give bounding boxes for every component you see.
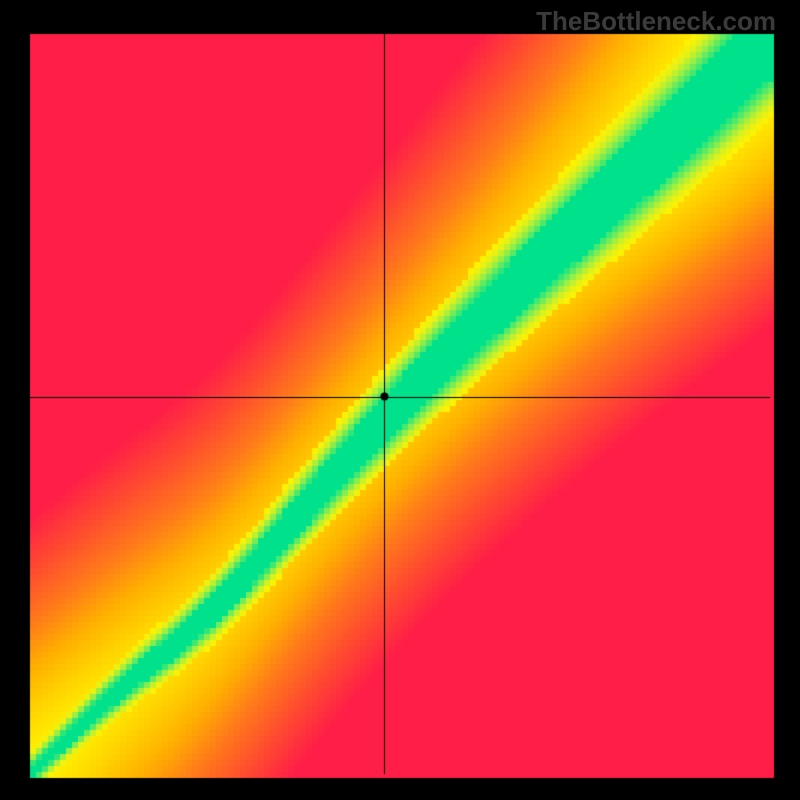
- chart-container: { "watermark": { "text": "TheBottleneck.…: [0, 0, 800, 800]
- bottleneck-heatmap: [0, 0, 800, 800]
